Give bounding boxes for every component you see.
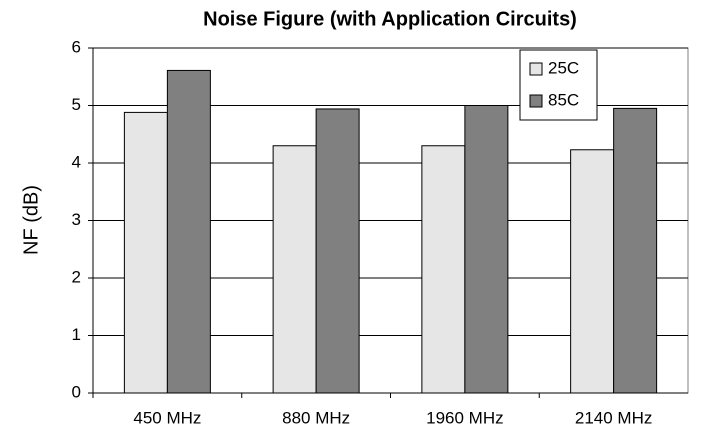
bar	[464, 105, 509, 394]
y-tick-label: 1	[72, 325, 81, 344]
x-tick-label: 1960 MHz	[426, 408, 503, 427]
bar	[272, 145, 317, 394]
y-tick-label: 0	[72, 382, 81, 401]
y-tick-label: 3	[72, 210, 81, 229]
bar	[166, 69, 211, 394]
legend-swatch	[529, 62, 543, 76]
y-tick-label: 5	[72, 95, 81, 114]
chart-title: Noise Figure (with Application Circuits)	[203, 8, 577, 30]
bar	[123, 111, 168, 394]
legend-label: 85C	[548, 90, 579, 109]
y-axis-label: NF (dB)	[20, 185, 42, 255]
legend-box	[519, 49, 598, 121]
bar	[421, 145, 466, 394]
legend-label: 25C	[548, 58, 579, 77]
bar	[613, 107, 658, 394]
bar	[315, 108, 360, 394]
bar	[570, 149, 615, 394]
x-tick-label: 2140 MHz	[575, 408, 652, 427]
y-tick-label: 2	[72, 267, 81, 286]
x-tick-label: 880 MHz	[282, 408, 350, 427]
legend-swatch	[529, 94, 543, 108]
y-tick-label: 6	[72, 37, 81, 56]
x-tick-label: 450 MHz	[133, 408, 201, 427]
y-tick-label: 4	[72, 152, 81, 171]
